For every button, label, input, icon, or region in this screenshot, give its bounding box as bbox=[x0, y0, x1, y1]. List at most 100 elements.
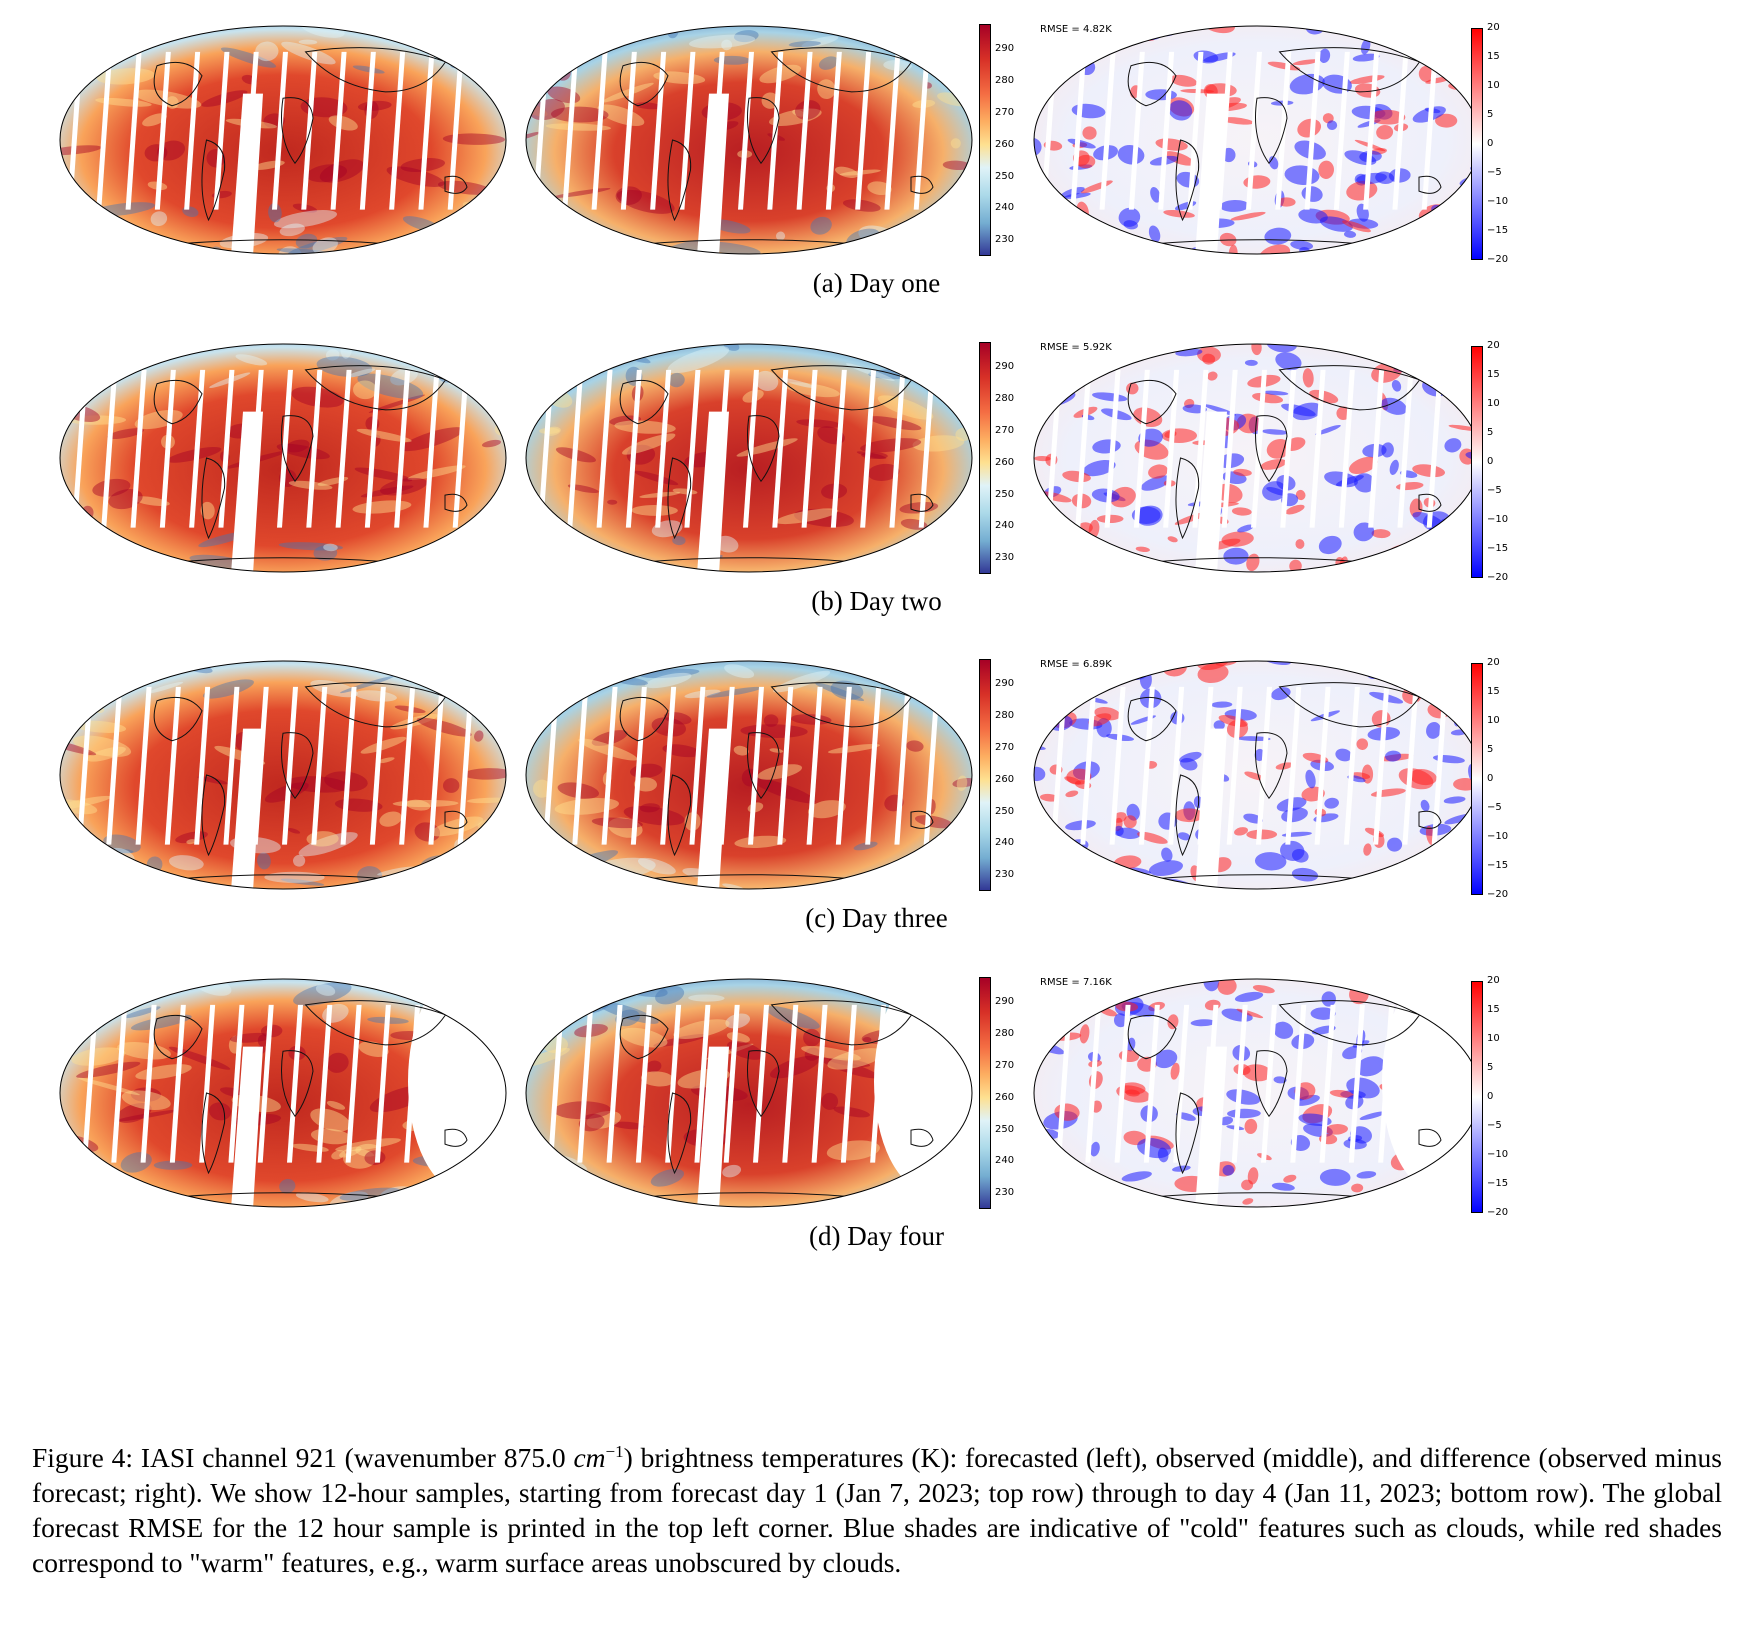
temperature-colorbar bbox=[979, 977, 991, 1214]
difference-tick-label: 0 bbox=[1487, 773, 1494, 784]
temperature-tick-label: 270 bbox=[995, 1059, 1015, 1071]
temperature-tick-label: 240 bbox=[995, 837, 1015, 849]
forecast-map bbox=[58, 659, 508, 891]
difference-tick-label: −10 bbox=[1487, 514, 1509, 525]
temperature-tick-label: 270 bbox=[995, 424, 1015, 436]
temperature-tick-label: 280 bbox=[995, 710, 1015, 722]
difference-colorbar bbox=[1471, 981, 1483, 1218]
forecast-map bbox=[58, 977, 508, 1209]
temperature-tick-label: 250 bbox=[995, 805, 1015, 817]
forecast-map bbox=[58, 24, 508, 256]
difference-tick-label: 5 bbox=[1487, 1062, 1494, 1073]
difference-tick-label: 15 bbox=[1487, 1004, 1500, 1015]
difference-tick-label: 20 bbox=[1487, 22, 1500, 33]
difference-colorbar bbox=[1471, 663, 1483, 900]
difference-tick-label: −20 bbox=[1487, 1207, 1509, 1218]
difference-tick-label: 5 bbox=[1487, 109, 1494, 120]
difference-map bbox=[1032, 24, 1482, 256]
difference-tick-label: 0 bbox=[1487, 138, 1494, 149]
temperature-colorbar bbox=[979, 659, 991, 896]
difference-tick-label: 15 bbox=[1487, 51, 1500, 62]
caption-rest: ) brightness temperatures (K): forecaste… bbox=[32, 1442, 1722, 1578]
difference-tick-label: 10 bbox=[1487, 80, 1500, 91]
temperature-tick-label: 260 bbox=[995, 138, 1015, 150]
subfigure-caption: (d) Day four bbox=[0, 1221, 1753, 1252]
caption-unit: cm bbox=[573, 1442, 606, 1473]
temperature-tick-label: 290 bbox=[995, 996, 1015, 1008]
figure-caption: Figure 4: IASI channel 921 (wavenumber 8… bbox=[32, 1440, 1722, 1580]
temperature-tick-label: 280 bbox=[995, 393, 1015, 405]
caption-exponent: −1 bbox=[605, 1441, 624, 1461]
difference-tick-label: 15 bbox=[1487, 369, 1500, 380]
temperature-tick-label: 250 bbox=[995, 488, 1015, 500]
difference-tick-label: 0 bbox=[1487, 1091, 1494, 1102]
difference-tick-label: −5 bbox=[1487, 1120, 1502, 1131]
difference-tick-label: −20 bbox=[1487, 889, 1509, 900]
temperature-tick-label: 290 bbox=[995, 361, 1015, 373]
difference-tick-label: −15 bbox=[1487, 860, 1509, 871]
subfigure-label: (b) bbox=[811, 586, 843, 616]
difference-map bbox=[1032, 977, 1482, 1209]
temperature-tick-label: 260 bbox=[995, 456, 1015, 468]
subfigure-title: Day two bbox=[842, 586, 942, 616]
difference-tick-label: 10 bbox=[1487, 715, 1500, 726]
difference-tick-label: 20 bbox=[1487, 975, 1500, 986]
temperature-tick-label: 240 bbox=[995, 202, 1015, 214]
forecast-map bbox=[58, 342, 508, 574]
temperature-tick-label: 270 bbox=[995, 106, 1015, 118]
difference-colorbar bbox=[1471, 346, 1483, 583]
temperature-tick-label: 240 bbox=[995, 520, 1015, 532]
difference-tick-label: −20 bbox=[1487, 254, 1509, 265]
difference-tick-label: 0 bbox=[1487, 456, 1494, 467]
temperature-tick-label: 270 bbox=[995, 741, 1015, 753]
temperature-tick-label: 240 bbox=[995, 1155, 1015, 1167]
difference-tick-label: −10 bbox=[1487, 196, 1509, 207]
difference-colorbar bbox=[1471, 28, 1483, 265]
observed-map bbox=[524, 342, 974, 574]
difference-tick-label: −5 bbox=[1487, 802, 1502, 813]
temperature-tick-label: 290 bbox=[995, 43, 1015, 55]
temperature-tick-label: 280 bbox=[995, 75, 1015, 87]
temperature-tick-label: 260 bbox=[995, 773, 1015, 785]
difference-tick-label: −15 bbox=[1487, 225, 1509, 236]
difference-tick-label: −5 bbox=[1487, 167, 1502, 178]
temperature-colorbar bbox=[979, 342, 991, 579]
difference-tick-label: 20 bbox=[1487, 657, 1500, 668]
rmse-label: RMSE = 6.89K bbox=[1040, 659, 1112, 670]
temperature-tick-label: 230 bbox=[995, 234, 1015, 246]
difference-tick-label: 5 bbox=[1487, 427, 1494, 438]
difference-tick-label: 10 bbox=[1487, 1033, 1500, 1044]
temperature-tick-label: 260 bbox=[995, 1091, 1015, 1103]
difference-map bbox=[1032, 342, 1482, 574]
difference-tick-label: 10 bbox=[1487, 398, 1500, 409]
temperature-tick-label: 230 bbox=[995, 869, 1015, 881]
subfigure-title: Day one bbox=[842, 268, 941, 298]
temperature-tick-label: 280 bbox=[995, 1028, 1015, 1040]
difference-tick-label: −20 bbox=[1487, 572, 1509, 583]
observed-map bbox=[524, 24, 974, 256]
subfigure-caption: (c) Day three bbox=[0, 903, 1753, 934]
difference-tick-label: −10 bbox=[1487, 1149, 1509, 1160]
subfigure-caption: (a) Day one bbox=[0, 268, 1753, 299]
subfigure-label: (d) bbox=[809, 1221, 841, 1251]
difference-tick-label: 15 bbox=[1487, 686, 1500, 697]
subfigure-caption: (b) Day two bbox=[0, 586, 1753, 617]
observed-map bbox=[524, 977, 974, 1209]
difference-tick-label: 5 bbox=[1487, 744, 1494, 755]
subfigure-label: (a) bbox=[812, 268, 843, 298]
temperature-tick-label: 230 bbox=[995, 1187, 1015, 1199]
difference-tick-label: −15 bbox=[1487, 543, 1509, 554]
subfigure-label: (c) bbox=[805, 903, 836, 933]
temperature-tick-label: 290 bbox=[995, 678, 1015, 690]
caption-prefix: Figure 4: IASI channel 921 (wavenumber 8… bbox=[32, 1442, 574, 1473]
temperature-colorbar bbox=[979, 24, 991, 261]
difference-map bbox=[1032, 659, 1482, 891]
temperature-tick-label: 230 bbox=[995, 552, 1015, 564]
subfigure-title: Day four bbox=[840, 1221, 944, 1251]
rmse-label: RMSE = 7.16K bbox=[1040, 977, 1112, 988]
difference-tick-label: −15 bbox=[1487, 1178, 1509, 1189]
difference-tick-label: −10 bbox=[1487, 831, 1509, 842]
rmse-label: RMSE = 4.82K bbox=[1040, 24, 1112, 35]
subfigure-title: Day three bbox=[835, 903, 948, 933]
temperature-tick-label: 250 bbox=[995, 1123, 1015, 1135]
